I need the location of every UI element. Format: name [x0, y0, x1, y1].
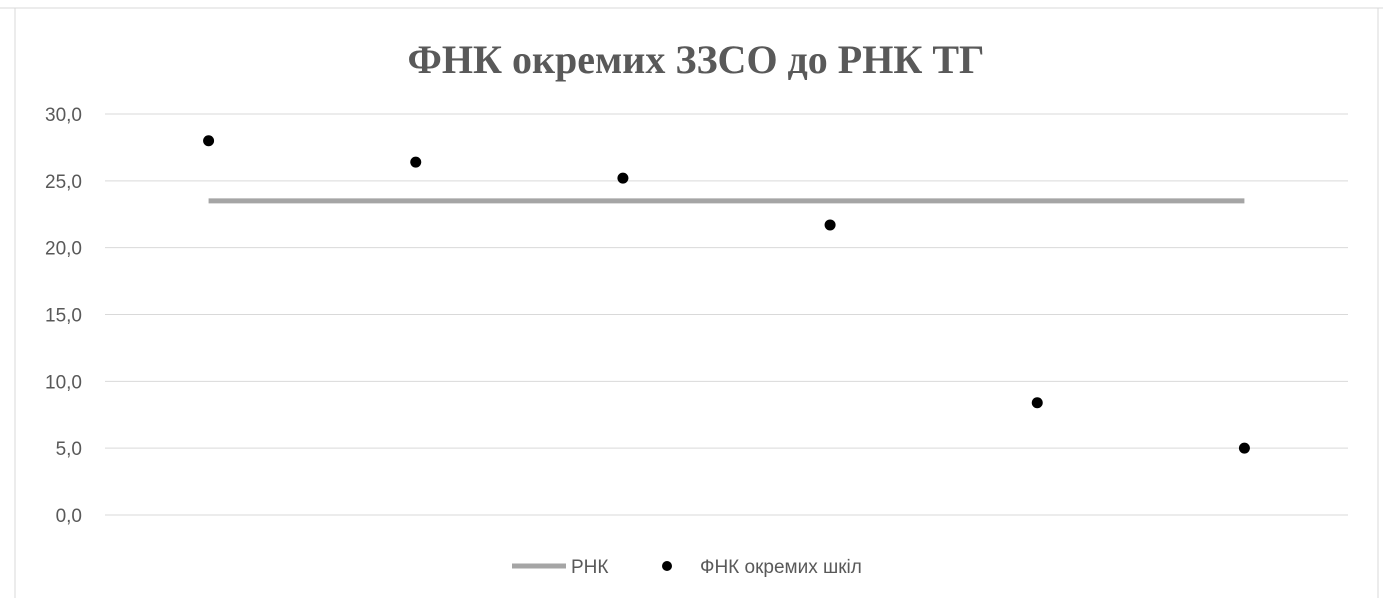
- school-point: [203, 135, 215, 147]
- y-tick-label: 30,0: [45, 105, 82, 126]
- school-point: [1031, 397, 1043, 409]
- legend-dot-swatch: [662, 561, 672, 571]
- y-tick-label: 0,0: [56, 506, 82, 527]
- school-point: [617, 172, 629, 184]
- legend: РНК ФНК окремих шкіл: [512, 557, 862, 578]
- y-tick-label: 25,0: [45, 172, 82, 193]
- y-tick-label: 20,0: [45, 239, 82, 260]
- y-tick-label: 15,0: [45, 306, 82, 327]
- grid-lines: [105, 113, 1348, 516]
- school-point: [410, 156, 422, 168]
- y-axis-ticks: 30,0 25,0 20,0 15,0 10,0 5,0 0,0: [45, 105, 82, 527]
- y-tick-label: 10,0: [45, 372, 82, 393]
- legend-label-rnk: РНК: [571, 557, 608, 578]
- y-tick-label: 5,0: [56, 439, 82, 460]
- chart-title: ФНК окремих ЗЗСО до РНК ТГ: [408, 37, 985, 82]
- series-layer: [203, 135, 1250, 454]
- school-point: [824, 219, 836, 231]
- school-point: [1238, 442, 1250, 454]
- legend-label-fnk: ФНК окремих шкіл: [700, 557, 862, 578]
